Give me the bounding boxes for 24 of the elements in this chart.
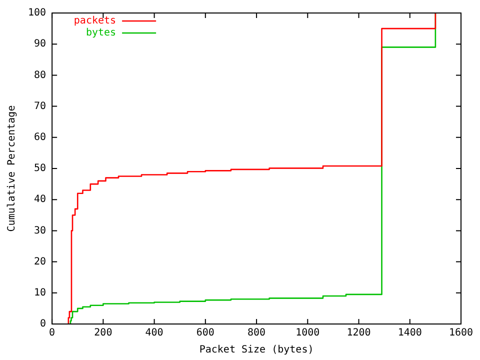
x-tick-label: 200 [94, 328, 112, 339]
x-axis-title: Packet Size (bytes) [199, 344, 314, 356]
y-tick-label: 90 [34, 38, 46, 50]
x-tick-label: 1600 [448, 328, 474, 339]
y-tick-label: 10 [34, 287, 46, 298]
y-tick-label: 70 [34, 100, 46, 112]
x-tick-label: 1200 [346, 328, 371, 339]
y-tick-label: 30 [34, 225, 46, 236]
x-tick-label: 1400 [398, 328, 422, 339]
x-tick-label: 1000 [296, 328, 320, 339]
y-tick-label: 20 [34, 256, 46, 268]
x-tick-label: 600 [196, 328, 214, 339]
y-tick-label: 40 [34, 194, 46, 206]
y-tick-label: 50 [34, 163, 46, 174]
legend-label: packets [74, 16, 116, 27]
y-axis-title: Cumulative Percentage [6, 105, 18, 232]
x-tick-label: 800 [248, 328, 266, 339]
legend-label: bytes [86, 28, 116, 39]
y-tick-label: 60 [34, 132, 46, 143]
x-tick-label: 400 [145, 328, 164, 339]
y-tick-label: 80 [34, 70, 46, 81]
y-tick-label: 100 [28, 8, 46, 19]
y-tick-label: 0 [40, 318, 46, 330]
x-tick-label: 0 [49, 328, 56, 339]
